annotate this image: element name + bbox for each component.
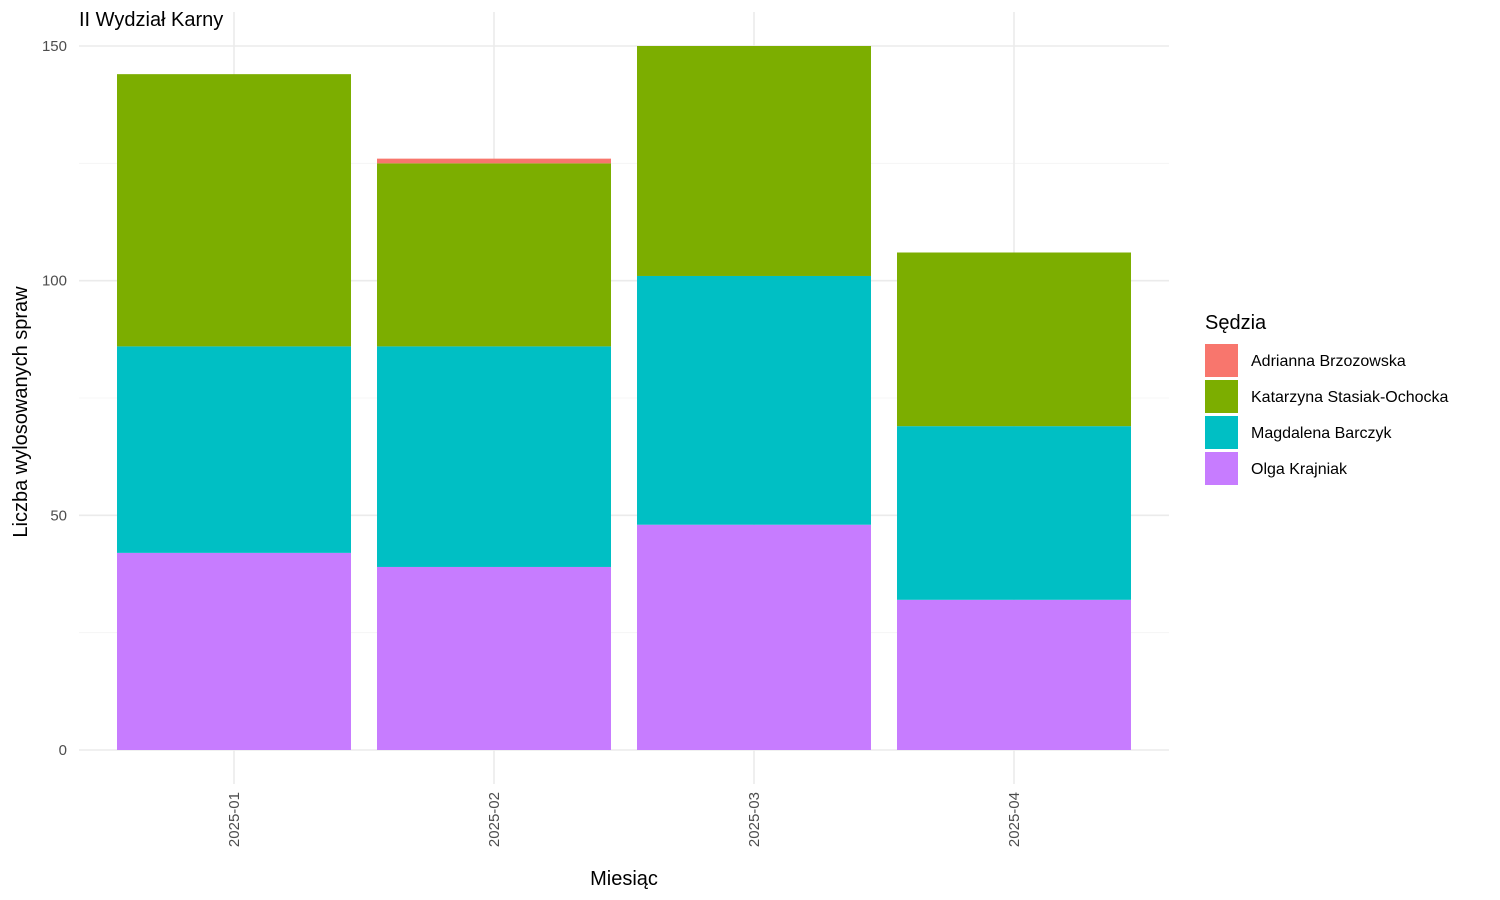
legend-swatch <box>1205 380 1238 413</box>
bars <box>117 46 1131 750</box>
bar-segment <box>637 524 871 750</box>
bar-segment <box>897 252 1131 427</box>
bar-segment <box>117 74 351 347</box>
y-axis-title: Liczba wylosowanych spraw <box>10 286 32 538</box>
bar-segment <box>117 552 351 750</box>
legend-label: Olga Krajniak <box>1251 461 1348 478</box>
legend-swatch <box>1205 416 1238 449</box>
x-axis-ticks: 2025-01 2025-02 2025-03 2025-04 <box>226 792 1023 847</box>
legend-swatch <box>1205 344 1238 377</box>
legend: Sędzia Adrianna Brzozowska Katarzyna Stas… <box>1205 312 1449 485</box>
x-tick-label: 2025-02 <box>486 792 503 847</box>
y-axis-ticks: 0 50 100 150 <box>42 38 67 759</box>
y-tick-label: 100 <box>42 273 67 290</box>
x-tick-label: 2025-03 <box>746 792 763 847</box>
chart-title: II Wydział Karny <box>79 9 223 31</box>
y-tick-label: 150 <box>42 38 67 55</box>
bar-segment <box>377 158 611 164</box>
x-tick-label: 2025-04 <box>1006 792 1023 847</box>
legend-swatch <box>1205 452 1238 485</box>
legend-label: Katarzyna Stasiak-Ochocka <box>1251 389 1449 406</box>
x-axis-title: Miesiąc <box>590 868 658 890</box>
y-tick-label: 0 <box>59 742 67 759</box>
bar-segment <box>637 275 871 525</box>
bar-segment <box>897 426 1131 600</box>
x-tick-label: 2025-01 <box>226 792 243 847</box>
legend-label: Magdalena Barczyk <box>1251 425 1393 442</box>
legend-label: Adrianna Brzozowska <box>1251 353 1406 370</box>
bar-segment <box>377 346 611 567</box>
bar-segment <box>377 566 611 750</box>
bar-segment <box>117 346 351 553</box>
y-tick-label: 50 <box>50 507 67 524</box>
bar-segment <box>637 46 871 276</box>
legend-title: Sędzia <box>1205 312 1267 334</box>
bar-segment <box>377 163 611 347</box>
bar-segment <box>897 599 1131 750</box>
